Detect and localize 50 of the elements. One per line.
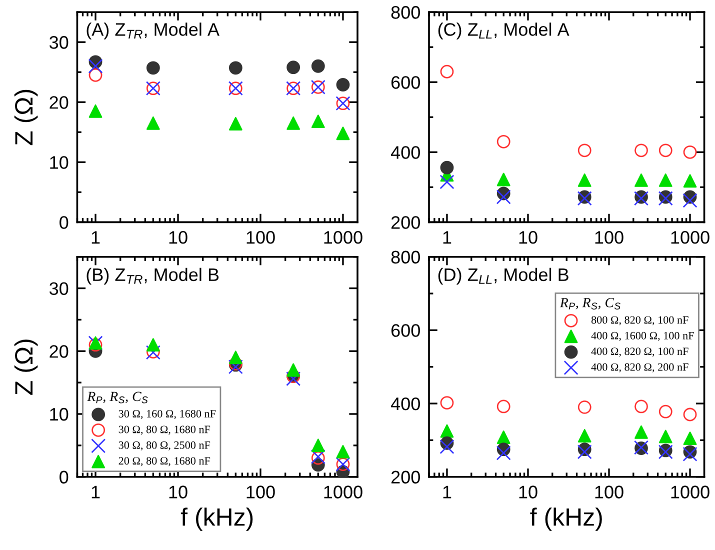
legend-label: 400 Ω, 1600 Ω, 100 nF xyxy=(591,332,694,341)
y-tick-label: 200 xyxy=(391,216,420,229)
x-tick-label: 10 xyxy=(519,486,538,498)
x-tick-label: 10 xyxy=(169,486,188,498)
y-tick-label: 20 xyxy=(50,96,68,109)
legend-label: 20 Ω, 80 Ω, 1680 nF xyxy=(118,457,210,466)
legend-label: 400 Ω, 820 Ω, 200 nF xyxy=(591,363,688,372)
x-tick-label: 1 xyxy=(92,231,100,244)
y-tick-label: 0 xyxy=(60,216,68,229)
x-tick-label: 1000 xyxy=(671,486,710,498)
legend-label: 30 Ω, 160 Ω, 1680 nF xyxy=(118,410,216,420)
legend-label: 400 Ω, 820 Ω, 100 nF xyxy=(591,348,688,357)
text: (B) Z$_{TR}$, Model B xyxy=(86,268,219,285)
y-tick-label: 800 xyxy=(391,6,420,19)
x-tick-label: 100 xyxy=(595,231,624,244)
y-axis-title: Z (Ω) xyxy=(14,340,38,395)
y-tick-label: 10 xyxy=(50,408,68,421)
y-tick-label: 800 xyxy=(391,250,420,264)
x-tick-label: 1 xyxy=(443,486,452,498)
x-tick-label: 1000 xyxy=(671,231,710,244)
legend-title: R$_{P}$, R$_{S}$, C$_{S}$ xyxy=(87,392,148,404)
x-axis-title: f (kHz) xyxy=(180,508,253,531)
text: (A) Z$_{TR}$, Model A xyxy=(86,22,220,40)
x-tick-label: 1 xyxy=(443,231,452,244)
y-tick-label: 20 xyxy=(50,345,68,358)
legend-label: 30 Ω, 80 Ω, 1680 nF xyxy=(118,426,210,435)
y-tick-label: 10 xyxy=(50,156,68,169)
x-tick-label: 10 xyxy=(519,231,538,244)
legend-label: 800 Ω, 820 Ω, 100 nF xyxy=(591,316,688,326)
text: (D) Z$_{LL}$, Model B xyxy=(438,268,568,285)
x-tick-label: 1 xyxy=(92,486,100,498)
x-tick-label: 10 xyxy=(169,231,188,244)
y-tick-label: 600 xyxy=(391,324,420,337)
y-tick-label: 0 xyxy=(60,470,68,484)
text: (C) Z$_{LL}$, Model A xyxy=(438,22,570,40)
y-tick-label: 400 xyxy=(390,146,420,159)
x-tick-label: 100 xyxy=(246,486,275,498)
y-tick-label: 600 xyxy=(391,76,420,89)
y-tick-label: 400 xyxy=(390,397,420,410)
x-tick-label: 100 xyxy=(246,231,275,244)
y-axis-title: Z (Ω) xyxy=(14,90,38,146)
legend-title: R$_{P}$, R$_{S}$, C$_{S}$ xyxy=(560,298,621,310)
x-tick-label: 1000 xyxy=(324,231,362,244)
y-tick-label: 200 xyxy=(391,470,420,484)
x-axis-title: f (kHz) xyxy=(530,508,602,531)
x-tick-label: 1000 xyxy=(324,486,362,498)
y-tick-label: 30 xyxy=(49,282,68,295)
legend-label: 30 Ω, 80 Ω, 2500 nF xyxy=(118,441,210,450)
y-tick-label: 30 xyxy=(49,36,68,49)
x-tick-label: 100 xyxy=(595,486,624,498)
